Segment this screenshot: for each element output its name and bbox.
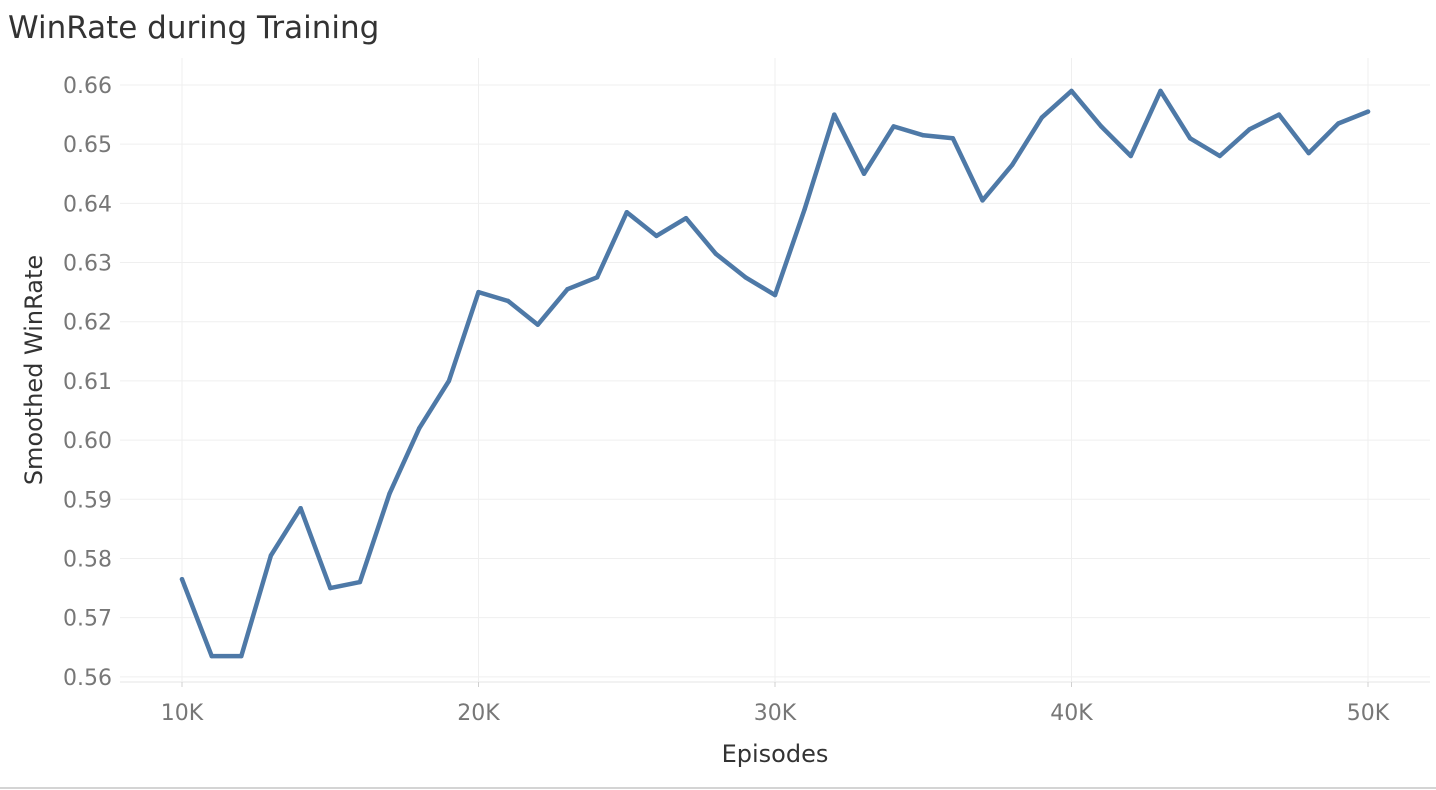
data-point [1128,153,1134,159]
x-tick-label: 30K [754,701,797,726]
data-point [1099,124,1104,129]
data-point [328,585,333,591]
data-point [298,506,303,511]
data-point [832,112,837,117]
data-point [1158,88,1163,94]
data-point [802,207,807,212]
bottom-divider [0,787,1436,789]
data-point [476,289,481,295]
data-point [417,426,422,431]
data-point [535,322,540,327]
data-point [1336,121,1341,126]
data-point [1010,162,1015,168]
x-axis-ticks: 10K 20K 30K 40K 50K [161,701,1390,726]
y-tick-label: 0.57 [63,607,112,632]
x-axis-title: Episodes [722,740,829,768]
data-point [1069,88,1074,94]
y-tick-label: 0.65 [63,133,112,158]
y-tick-label: 0.66 [63,74,112,99]
data-point [565,287,570,292]
data-point [387,491,392,496]
data-point [1306,150,1311,156]
x-tick-label: 10K [161,701,204,726]
data-point [1039,115,1045,120]
y-axis-title: Smoothed WinRate [20,255,48,485]
data-point [950,136,956,141]
data-point [1276,112,1282,117]
y-tick-label: 0.56 [63,666,112,691]
y-tick-label: 0.62 [63,311,112,336]
data-point [921,133,926,138]
data-point [239,653,244,659]
data-point [209,653,214,659]
y-tick-label: 0.59 [63,488,112,513]
data-point [594,275,600,280]
x-tick-label: 50K [1347,701,1390,726]
y-tick-label: 0.61 [63,370,112,395]
y-axis-ticks: 0.56 0.57 0.58 0.59 0.60 0.61 0.62 0.63 0.64 0.65… [63,74,112,691]
y-tick-label: 0.63 [63,252,112,277]
data-point [505,298,511,304]
y-tick-label: 0.64 [63,192,112,217]
data-point [861,171,867,176]
chart-title: WinRate during Training [8,10,380,46]
data-point [654,233,659,239]
y-tick-label: 0.60 [63,429,112,454]
data-point [268,553,274,558]
x-tick-label: 40K [1050,701,1093,726]
data-point [1365,109,1371,114]
data-point [772,292,778,298]
data-point [446,378,452,384]
grid [120,58,1430,687]
data-point [1247,127,1252,132]
data-point [1217,153,1223,159]
data-point [624,210,629,215]
x-tick-label: 20K [457,701,500,726]
data-point [891,124,896,129]
data-point [713,251,718,256]
data-point [357,579,363,585]
data-point [743,275,748,280]
data-point [179,577,185,582]
data-point [980,198,985,203]
y-tick-label: 0.58 [63,547,112,572]
data-point [683,216,689,221]
data-point [1187,136,1193,141]
series-layer [179,88,1371,659]
